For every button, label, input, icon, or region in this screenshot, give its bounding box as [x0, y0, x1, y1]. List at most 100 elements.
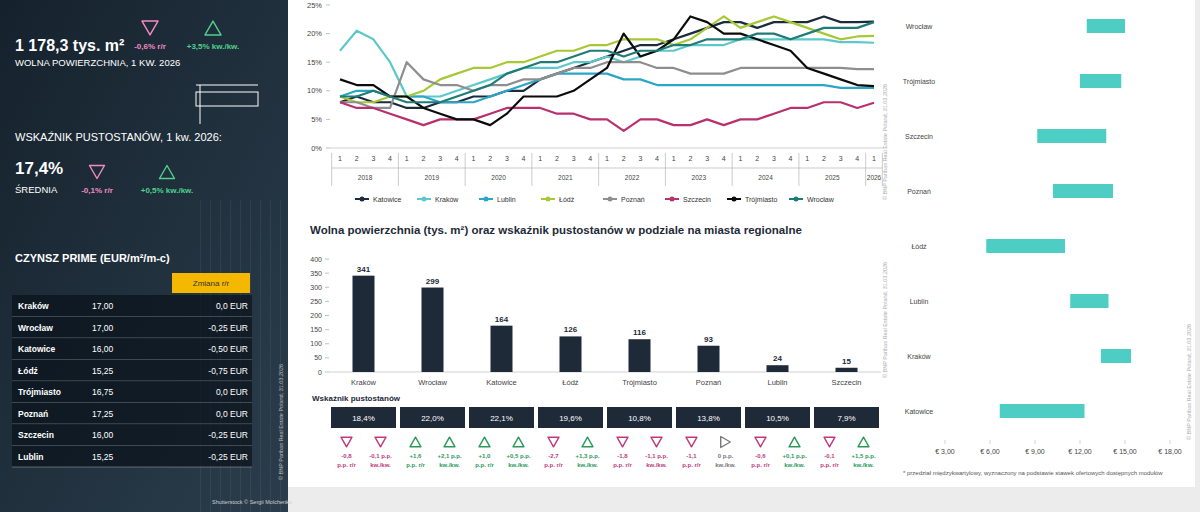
chart-title: Wolna powierzchnia (tys. m²) oraz wskaźn… [310, 224, 802, 236]
tick-label: 0% [311, 144, 322, 153]
change-triangle [444, 437, 455, 447]
table-cell: -0,75 EUR [208, 366, 248, 376]
table-cell: -0,25 EUR [208, 430, 248, 440]
tick-label: Lublin [910, 298, 929, 305]
tick-label: 1 [538, 155, 542, 162]
change-label: p.p. r/r [337, 462, 356, 468]
vacancy-cell [745, 407, 810, 428]
legend-label: Poznań [621, 196, 645, 203]
data-label: 341 [357, 265, 371, 274]
tick-label: 3 [371, 155, 375, 162]
tick-label: 100 [310, 340, 322, 347]
range-bar [1037, 129, 1106, 143]
change-label: kw./kw. [853, 462, 874, 468]
building-line [270, 200, 271, 512]
tick-label: 3 [572, 155, 576, 162]
tick-label: € 15,00 [1113, 448, 1136, 455]
change-triangle [617, 437, 628, 447]
change-label: kw./kw. [577, 462, 598, 468]
tick-label: 350 [310, 270, 322, 277]
tick [326, 148, 330, 149]
legend-swatch [360, 197, 365, 202]
icon [196, 85, 258, 86]
group-separator [665, 153, 666, 186]
tick-label: 3 [772, 155, 776, 162]
range-bar [1053, 184, 1113, 198]
canvas: 1 178,3 tys. m²WOLNA POWIERZCHNIA, 1 KW.… [0, 0, 1200, 512]
tick-label: 400 [310, 256, 322, 263]
change-triangle [582, 437, 593, 447]
legend-label: Szczecin [683, 196, 711, 203]
tick [326, 119, 330, 120]
label: CZYNSZ PRIME (EUR/m²/m-c) [15, 252, 170, 264]
table-cell: -0,25 EUR [208, 452, 248, 462]
tick-label: 3 [839, 155, 843, 162]
tick-label: Poznań [907, 188, 931, 195]
tick-label: 4 [455, 155, 459, 162]
tick [326, 5, 330, 6]
group-label: 2023 [692, 174, 707, 181]
tick-label: 4 [522, 155, 526, 162]
tick-label: Szczecin [905, 133, 933, 140]
bar [629, 339, 651, 372]
tick-label: 4 [388, 155, 392, 162]
tick-label: 0 [318, 369, 322, 376]
tick-label: 2 [355, 155, 359, 162]
tick [1170, 440, 1171, 444]
tick-label: Lublin [767, 378, 787, 387]
table-row [12, 338, 252, 360]
change-triangle [858, 437, 869, 447]
group-separator [331, 153, 332, 186]
vacancy-label: 7,9% [837, 414, 855, 423]
legend-label: Wrocław [807, 196, 835, 203]
tick-label: 2 [622, 155, 626, 162]
tick-label: Poznań [696, 378, 721, 387]
change-label: p.p. r/r [475, 462, 494, 468]
table-header [172, 273, 250, 293]
tick [325, 329, 329, 330]
tick-label: 250 [310, 298, 322, 305]
tick-label: 1 [672, 155, 676, 162]
bar [422, 288, 444, 372]
vacancy-label: 22,1% [490, 414, 513, 423]
tick-label: Wrocław [418, 378, 447, 387]
axis-line [330, 148, 884, 149]
tick-label: Katowice [486, 378, 516, 387]
group-rule [332, 168, 883, 169]
source: © BNP Paribas Real Estate Poland, 31.03.… [882, 84, 888, 200]
label: 1 178,3 tys. m² [15, 37, 124, 54]
tick-label: 20% [307, 29, 322, 38]
change-label: -0,8 [341, 453, 352, 459]
data-label: 93 [704, 335, 713, 344]
legend-swatch [670, 197, 675, 202]
change-label: -2,7 [548, 453, 559, 459]
table-cell: -0,50 EUR [208, 344, 248, 354]
change-label: p.p. r/r [406, 462, 425, 468]
tick-label: 4 [655, 155, 659, 162]
tick-label: Wrocław [906, 23, 934, 30]
data-label: 116 [633, 328, 646, 337]
series-line [340, 16, 874, 108]
series-line [340, 16, 874, 125]
change-triangle [755, 437, 766, 447]
tick-label: Szczecin [831, 378, 861, 387]
change-triangle [513, 437, 524, 447]
table-cell: 15,25 [92, 452, 114, 462]
tick-label: € 18,00 [1158, 448, 1181, 455]
change-label: -0,6 [755, 453, 766, 459]
change-triangle [160, 165, 175, 178]
label: WSKAŹNIK PUSTOSTANÓW, 1 kw. 2026: [15, 131, 222, 143]
tick [326, 33, 330, 34]
tick-label: 25% [307, 1, 322, 10]
change-label: +0,1 p.p. [782, 453, 807, 459]
vacancy-label: 10,5% [766, 414, 789, 423]
tick-label: 2 [555, 155, 559, 162]
table-cell: 16,00 [92, 344, 114, 354]
tick-label: 200 [310, 312, 322, 319]
vacancy-cell [607, 407, 672, 428]
table-cell: Szczecin [18, 430, 54, 440]
label: 17,4% [15, 159, 63, 178]
legend-label: Katowice [373, 196, 402, 203]
group-separator [798, 153, 799, 186]
change-label: +1,0 [479, 453, 492, 459]
